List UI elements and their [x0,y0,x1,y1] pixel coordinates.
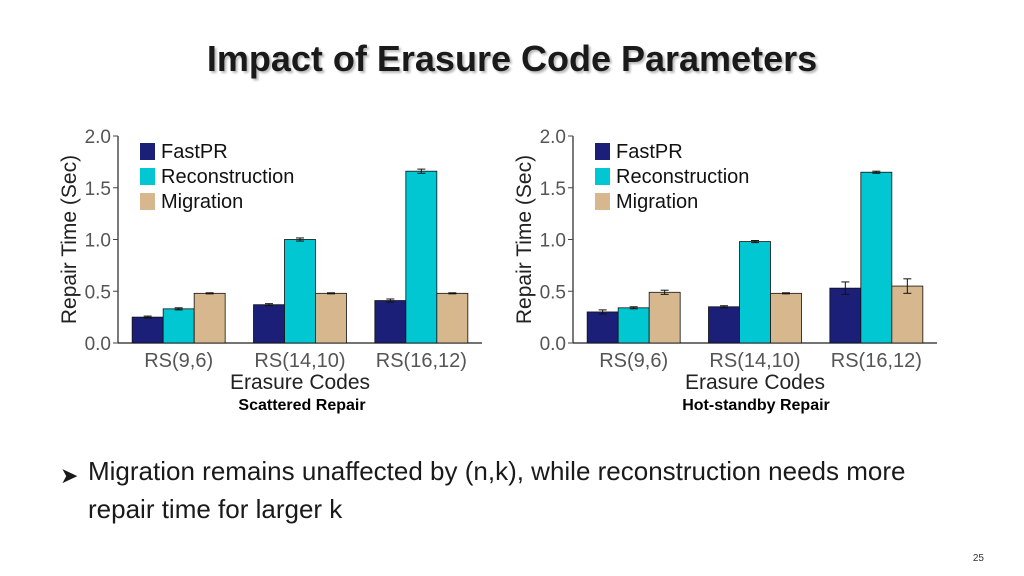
y-tick-label: 1.5 [540,179,566,200]
legend-swatch [595,193,610,210]
bar-fastpr [253,304,285,344]
y-tick-label: 2.0 [85,127,111,148]
y-tick-label: 2.0 [540,127,566,148]
x-tick-label: RS(9,6) [599,350,668,372]
slide-title: Impact of Erasure Code Parameters [206,38,818,79]
bar-migration [315,292,347,344]
legend-swatch [595,143,610,160]
bar-reconstruction [739,241,771,344]
legend-label: Reconstruction [161,166,294,188]
bar-fastpr [829,287,862,344]
bar-migration [193,292,226,344]
y-tick-label: 0.0 [540,334,566,355]
x-tick-label: RS(16,12) [376,350,467,372]
bar-fastpr [131,316,164,344]
legend-label: Reconstruction [616,166,749,188]
bar-reconstruction [860,171,893,344]
legend-label: Migration [161,191,243,213]
bar-fastpr [374,300,407,344]
legend-label: FastPR [616,141,683,163]
bar-reconstruction [405,170,438,344]
legend-label: Migration [616,191,698,213]
bar-migration [436,292,469,344]
legend-swatch [140,143,155,160]
x-tick-label: RS(14,10) [709,350,800,372]
page-number: 25 [972,553,984,564]
y-tick-label: 0.0 [85,334,111,355]
bullet-text: Migration remains unaffected by (n,k), w… [88,456,906,524]
legend-swatch [140,193,155,210]
x-axis-label: Erasure Codes [685,371,825,393]
legend-label: FastPR [161,141,228,163]
y-tick-label: 0.5 [85,282,111,303]
x-tick-label: RS(9,6) [144,350,213,372]
bar-fastpr [708,306,740,344]
x-tick-label: RS(14,10) [254,350,345,372]
bar-reconstruction [162,308,195,344]
chart-caption-scattered: Scattered Repair [238,397,366,414]
legend-swatch [595,168,610,185]
chart-caption-hot-standby: Hot-standby Repair [682,397,830,414]
y-tick-label: 1.0 [85,231,111,252]
bar-fastpr [586,311,619,344]
bar-migration [770,292,802,344]
bar-migration [648,291,681,344]
y-axis-label: Repair Time (Sec) [513,155,536,324]
x-axis-label: Erasure Codes [230,371,370,393]
arrow-bullet-icon: ➤ [60,463,79,488]
bar-reconstruction [284,239,316,344]
y-tick-label: 0.5 [540,282,566,303]
y-tick-label: 1.0 [540,231,566,252]
y-tick-label: 1.5 [85,179,111,200]
x-tick-label: RS(16,12) [831,350,922,372]
bar-reconstruction [617,307,650,344]
y-axis-label: Repair Time (Sec) [58,155,81,324]
legend-swatch [140,168,155,185]
bar-migration [891,285,924,344]
